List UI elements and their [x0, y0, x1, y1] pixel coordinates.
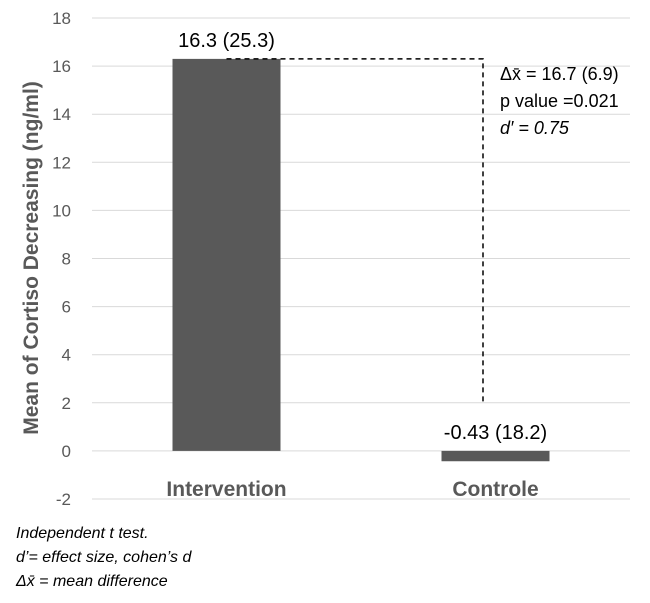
y-tick-label: 0	[62, 442, 71, 461]
y-tick-label: 6	[62, 298, 71, 317]
mean-difference-line	[226, 58, 484, 405]
y-tick-label: 4	[62, 346, 71, 365]
bar-controle	[441, 450, 550, 462]
y-tick-label: 14	[52, 105, 71, 124]
data-labels: 16.3 (25.3) -0.43 (18.2)	[178, 30, 547, 444]
y-tick-label: 10	[52, 201, 71, 220]
y-tick-label: 8	[62, 250, 71, 269]
category-label-controle: Controle	[452, 478, 538, 501]
annotation-line: d′ = 0.75	[500, 118, 570, 138]
mean-difference-bracket	[226, 58, 484, 405]
y-tick-label: 12	[52, 153, 71, 172]
footnote-effect-size: d’= effect size, cohen’s d	[16, 549, 192, 566]
footnotes: Independent t test. d’= effect size, coh…	[16, 522, 191, 594]
annotation-line: Δx̄ = 16.7 (6.9)	[500, 64, 619, 84]
y-tick-label: 16	[52, 57, 71, 76]
footnote-mean-difference: Δx̄ = mean difference	[16, 573, 168, 590]
footnote-test: Independent t test.	[16, 525, 149, 542]
bar-chart: -2 0 2 4 6 8 10 12 14 16 18 16.3 (25.3) -0.43 (18.2…	[20, 9, 630, 509]
category-labels: Intervention Controle	[166, 478, 538, 501]
annotation-line: p value =0.021	[500, 91, 619, 111]
y-axis-ticks: -2 0 2 4 6 8 10 12 14 16 18	[52, 9, 71, 509]
category-label-intervention: Intervention	[166, 478, 286, 501]
data-label-controle: -0.43 (18.2)	[444, 422, 547, 444]
y-axis-title: Mean of Cortiso Decreasing (ng/ml)	[20, 81, 43, 435]
bar-intervention	[172, 58, 281, 451]
statistics-annotation: Δx̄ = 16.7 (6.9) p value =0.021 d′ = 0.75	[500, 64, 619, 138]
bars	[172, 58, 550, 462]
y-tick-label: 2	[62, 394, 71, 413]
y-tick-label: -2	[56, 490, 71, 509]
y-tick-label: 18	[52, 9, 71, 28]
data-label-intervention: 16.3 (25.3)	[178, 30, 275, 52]
